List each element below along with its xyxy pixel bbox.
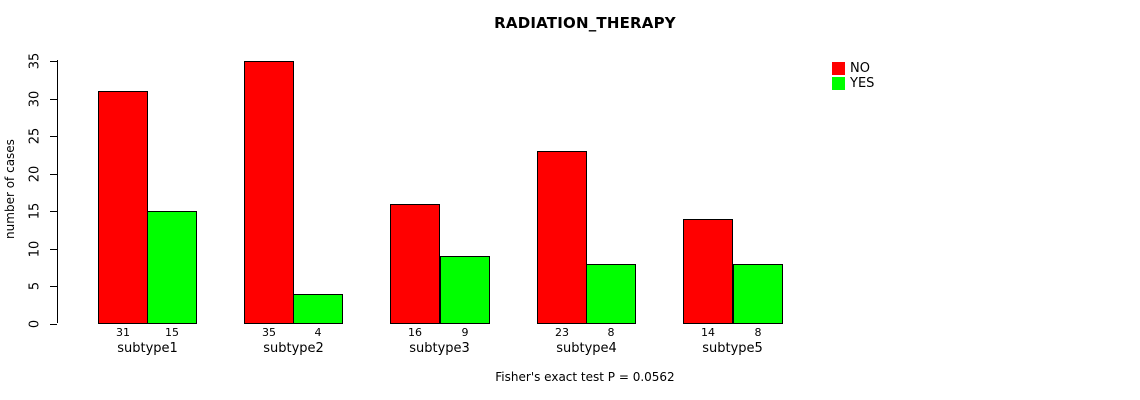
- y-tick: [50, 211, 57, 212]
- bar-value-label: 15: [165, 326, 179, 339]
- y-tick: [50, 136, 57, 137]
- x-category-label: subtype2: [263, 341, 324, 356]
- bar-subtype1-no: [98, 91, 148, 324]
- legend-item-no: NO: [832, 61, 874, 76]
- y-tick: [50, 324, 57, 325]
- annotation-text: Fisher's exact test P = 0.0562: [495, 370, 675, 384]
- bar-value-label: 8: [607, 326, 615, 339]
- bar-subtype4-yes: [586, 264, 636, 324]
- bar-subtype2-no: [244, 61, 294, 324]
- legend: NO YES: [832, 61, 874, 91]
- bar-value-label: 4: [314, 326, 322, 339]
- legend-label-yes: YES: [850, 76, 875, 91]
- y-axis-label: number of cases: [3, 139, 17, 239]
- bar-subtype3-yes: [440, 256, 490, 324]
- bar-subtype5-yes: [733, 264, 783, 324]
- chart-title: RADIATION_THERAPY: [494, 14, 676, 32]
- bar-subtype1-yes: [147, 211, 197, 324]
- y-tick-label: 30: [27, 90, 43, 108]
- legend-swatch-yes: [832, 77, 845, 90]
- legend-item-yes: YES: [832, 76, 874, 91]
- y-axis-line: [57, 59, 58, 323]
- y-tick: [50, 61, 57, 62]
- y-tick-label: 5: [27, 281, 43, 291]
- y-tick-label: 35: [27, 52, 43, 70]
- y-tick-label: 10: [27, 240, 43, 258]
- bar-value-label: 31: [116, 326, 130, 339]
- x-category-label: subtype4: [556, 341, 617, 356]
- y-tick-label: 20: [27, 165, 43, 183]
- bar-value-label: 8: [754, 326, 762, 339]
- x-category-label: subtype5: [702, 341, 763, 356]
- bar-value-label: 35: [262, 326, 276, 339]
- x-category-label: subtype1: [117, 341, 178, 356]
- bar-subtype3-no: [390, 204, 440, 324]
- bar-subtype5-no: [683, 219, 733, 324]
- bar-value-label: 9: [461, 326, 469, 339]
- legend-label-no: NO: [850, 61, 870, 76]
- bar-subtype4-no: [537, 151, 587, 324]
- bar-value-label: 14: [701, 326, 715, 339]
- bar-subtype2-yes: [293, 294, 343, 324]
- y-tick-label: 25: [27, 127, 43, 145]
- y-tick: [50, 99, 57, 100]
- x-category-label: subtype3: [409, 341, 470, 356]
- bar-value-label: 23: [555, 326, 569, 339]
- y-tick: [50, 249, 57, 250]
- y-tick: [50, 174, 57, 175]
- y-tick-label: 15: [27, 202, 43, 220]
- y-tick: [50, 286, 57, 287]
- y-tick-label: 0: [27, 319, 43, 329]
- bar-value-label: 16: [408, 326, 422, 339]
- legend-swatch-no: [832, 62, 845, 75]
